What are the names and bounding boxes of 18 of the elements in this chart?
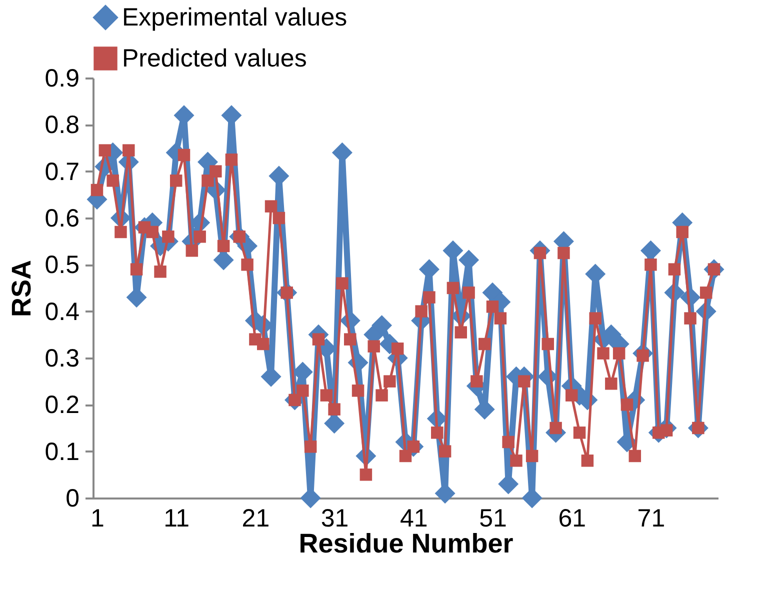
y-tick-label: 0.4 bbox=[44, 298, 80, 326]
y-tick-label: 0.2 bbox=[44, 391, 80, 420]
x-tick-label: 21 bbox=[242, 504, 270, 532]
legend-label: Experimental values bbox=[122, 4, 348, 32]
y-tick-label: 0.3 bbox=[44, 344, 80, 372]
x-tick-label: 11 bbox=[164, 504, 190, 532]
y-tick-label: 0.1 bbox=[44, 438, 80, 466]
y-axis-title: RSA bbox=[6, 260, 37, 318]
y-tick-label: 0.8 bbox=[44, 111, 80, 140]
y-tick-label: 0.5 bbox=[44, 251, 80, 280]
x-tick-label: 61 bbox=[558, 504, 586, 532]
legend-label: Predicted values bbox=[122, 44, 307, 72]
y-tick-label: 0.7 bbox=[44, 158, 80, 186]
y-tick-label: 0 bbox=[66, 484, 80, 512]
x-tick-label: 1 bbox=[90, 504, 104, 532]
y-tick-label: 0.9 bbox=[44, 64, 80, 92]
x-tick-label: 71 bbox=[637, 504, 666, 532]
y-tick-label: 0.6 bbox=[44, 204, 80, 232]
